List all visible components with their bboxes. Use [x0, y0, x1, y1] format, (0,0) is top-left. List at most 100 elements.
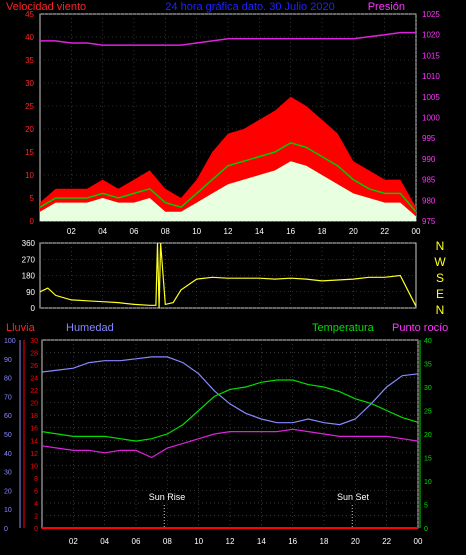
pressure-line — [40, 31, 416, 46]
direction-y-tick: 0 — [31, 304, 36, 313]
wind-x-tick: 14 — [255, 227, 264, 236]
humidity-y-tick: 100 — [4, 338, 16, 345]
humidity-x-tick: 20 — [351, 537, 360, 546]
rain-y-tick: 22 — [30, 388, 38, 395]
temp-y-tick: 40 — [424, 338, 432, 345]
humidity-x-tick: 00 — [414, 537, 423, 546]
pressure-y-tick: 990 — [422, 155, 436, 164]
sunset-label: Sun Set — [337, 492, 370, 502]
temp-y-tick: 0 — [424, 526, 428, 533]
temp-y-tick: 30 — [424, 385, 432, 392]
rain-y-tick: 2 — [34, 513, 38, 520]
humidity-x-tick: 08 — [163, 537, 172, 546]
wind-y-tick: 10 — [25, 171, 34, 180]
pressure-y-tick: 1025 — [422, 10, 440, 19]
rain-y-tick: 8 — [34, 476, 38, 483]
rain-y-tick: 26 — [30, 363, 38, 370]
wind-x-tick: 18 — [318, 227, 327, 236]
wind-y-tick: 35 — [25, 56, 34, 65]
direction-y-tick: 270 — [22, 255, 36, 264]
humidity-x-tick: 04 — [100, 537, 109, 546]
compass-s: S — [436, 271, 444, 285]
wind-x-tick: 12 — [224, 227, 233, 236]
temp-y-tick: 5 — [424, 503, 428, 510]
wind-speed-label: Velocidad viento — [6, 1, 86, 13]
pressure-y-tick: 975 — [422, 217, 436, 226]
temperature-line — [41, 379, 419, 442]
chart-title: 24 hora gráfica dato. 30 Julio 2020 — [165, 1, 334, 13]
pressure-y-tick: 985 — [422, 176, 436, 185]
compass-w: W — [434, 255, 446, 269]
wind-y-tick: 30 — [25, 79, 34, 88]
humidity-y-tick: 60 — [4, 413, 12, 420]
pressure-y-tick: 1000 — [422, 114, 440, 123]
sunrise-label: Sun Rise — [149, 492, 186, 502]
humidity-y-tick: 70 — [4, 394, 12, 401]
wind-x-tick: 04 — [98, 227, 107, 236]
wind-speed-area — [40, 161, 416, 221]
pressure-y-tick: 1020 — [422, 31, 440, 40]
pressure-label: Presión — [368, 1, 405, 13]
wind-direction-line — [39, 242, 417, 309]
wind-y-tick: 45 — [25, 10, 34, 19]
temp-y-tick: 20 — [424, 432, 432, 439]
wind-x-tick: 16 — [286, 227, 295, 236]
temp-y-tick: 35 — [424, 362, 432, 369]
humidity-x-tick: 16 — [288, 537, 297, 546]
humidity-x-tick: 18 — [320, 537, 329, 546]
dewpoint-label: Punto rocío — [392, 322, 448, 334]
pressure-y-tick: 980 — [422, 196, 436, 205]
direction-y-tick: 90 — [26, 288, 35, 297]
wind-y-tick: 40 — [25, 33, 34, 42]
rain-y-tick: 30 — [30, 338, 38, 345]
humidity-x-tick: 12 — [226, 537, 235, 546]
pressure-y-tick: 995 — [422, 134, 436, 143]
wind-x-tick: 22 — [380, 227, 389, 236]
wind-y-tick: 25 — [25, 102, 34, 111]
rain-y-tick: 14 — [30, 438, 38, 445]
humidity-x-tick: 02 — [69, 537, 78, 546]
tick-labels: 0510152025303540459759809859909951000100… — [4, 10, 440, 546]
temp-y-tick: 10 — [424, 479, 432, 486]
humidity-y-tick: 10 — [4, 507, 12, 514]
humidity-y-tick: 40 — [4, 451, 12, 458]
direction-y-tick: 360 — [22, 239, 36, 248]
rain-label: Lluvia — [6, 322, 36, 334]
humidity-y-tick: 0 — [4, 526, 8, 533]
wind-x-tick: 02 — [67, 227, 76, 236]
rain-y-tick: 12 — [30, 451, 38, 458]
wind-y-tick: 20 — [25, 125, 34, 134]
humidity-y-tick: 50 — [4, 432, 12, 439]
grid-lines — [40, 13, 419, 529]
direction-y-tick: 180 — [22, 272, 36, 281]
chart-marks — [19, 31, 421, 529]
compass-n-bottom: N — [436, 303, 445, 317]
humidity-x-tick: 22 — [382, 537, 391, 546]
humidity-line — [41, 356, 419, 426]
pressure-y-tick: 1005 — [422, 93, 440, 102]
humidity-y-tick: 30 — [4, 470, 12, 477]
compass-e: E — [436, 287, 444, 301]
humidity-x-tick: 14 — [257, 537, 266, 546]
rain-y-tick: 6 — [34, 488, 38, 495]
temp-y-tick: 25 — [424, 409, 432, 416]
rain-y-tick: 0 — [34, 526, 38, 533]
rain-y-tick: 28 — [30, 351, 38, 358]
humidity-y-tick: 80 — [4, 376, 12, 383]
rain-y-tick: 16 — [30, 426, 38, 433]
wind-y-tick: 0 — [30, 217, 35, 226]
wind-y-tick: 5 — [30, 194, 35, 203]
compass-n-top: N — [436, 239, 445, 253]
dewpoint-line — [41, 428, 419, 459]
humidity-label: Humedad — [66, 322, 114, 334]
humidity-y-tick: 20 — [4, 488, 12, 495]
pressure-y-tick: 1010 — [422, 72, 440, 81]
rain-y-tick: 20 — [30, 401, 38, 408]
wind-x-tick: 00 — [412, 227, 421, 236]
rain-y-tick: 4 — [34, 501, 38, 508]
wind-x-tick: 20 — [349, 227, 358, 236]
humidity-x-tick: 10 — [194, 537, 203, 546]
wind-y-tick: 15 — [25, 148, 34, 157]
humidity-y-tick: 90 — [4, 357, 12, 364]
